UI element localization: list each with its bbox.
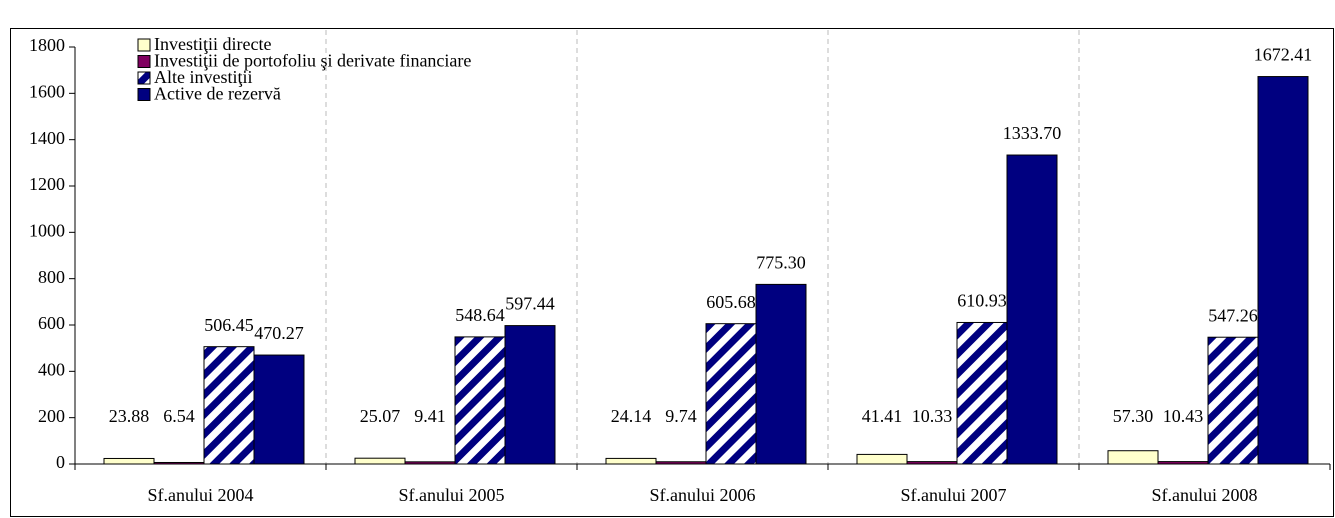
x-tick-label: Sf.anului 2004: [148, 485, 254, 505]
y-tick-label: 400: [38, 359, 65, 379]
bar: [1157, 461, 1209, 465]
bar: [755, 283, 807, 465]
legend-swatch: [137, 55, 151, 68]
x-tick-label: Sf.anului 2005: [399, 485, 505, 505]
y-tick-label: 0: [56, 452, 65, 472]
data-label: 57.30: [1113, 406, 1154, 426]
data-label: 775.30: [756, 253, 806, 273]
legend-swatch: [137, 38, 151, 52]
bar: [605, 457, 657, 465]
data-label: 24.14: [611, 406, 652, 426]
y-tick-label: 1400: [29, 128, 65, 148]
bar: [253, 354, 305, 465]
x-tick-label: Sf.anului 2008: [1152, 485, 1258, 505]
x-tick-label: Sf.anului 2006: [650, 485, 756, 505]
data-label: 548.64: [455, 305, 505, 325]
y-tick-label: 1000: [29, 220, 65, 240]
data-label: 470.27: [254, 323, 304, 343]
data-label: 506.45: [204, 315, 254, 335]
legend-label: Investiţii de portofoliu şi derivate fin…: [154, 51, 471, 71]
data-label: 23.88: [109, 406, 150, 426]
data-label: 6.54: [163, 406, 195, 426]
legend-swatch: [137, 88, 151, 101]
legend-label: Active de rezervă: [154, 84, 281, 104]
y-tick-label: 1200: [29, 174, 65, 194]
bar: [956, 321, 1008, 465]
bar: [705, 323, 757, 465]
y-tick-label: 800: [38, 267, 65, 287]
legend-label: Investiţii directe: [154, 34, 271, 54]
bar: [454, 336, 506, 465]
data-label: 597.44: [505, 294, 555, 314]
data-label: 41.41: [862, 406, 903, 426]
data-label: 10.33: [912, 406, 953, 426]
bar: [1107, 450, 1159, 465]
bar: [103, 457, 155, 465]
bar: [153, 461, 205, 465]
legend-label: Alte investiţii: [154, 67, 253, 87]
y-tick-label: 600: [38, 313, 65, 333]
x-tick-label: Sf.anului 2007: [901, 485, 1007, 505]
bar: [354, 457, 406, 465]
data-label: 10.43: [1163, 406, 1204, 426]
data-label: 1672.41: [1254, 45, 1313, 65]
bar: [203, 346, 255, 465]
bar: [404, 461, 456, 465]
bar: [856, 453, 908, 465]
bar: [504, 325, 556, 465]
data-label: 605.68: [706, 292, 756, 312]
bar: [906, 461, 958, 465]
legend-swatch: [137, 71, 151, 85]
data-label: 1333.70: [1003, 123, 1062, 143]
data-label: 9.74: [665, 406, 697, 426]
y-tick-label: 200: [38, 406, 65, 426]
data-label: 610.93: [957, 291, 1007, 311]
bar: [1207, 336, 1259, 465]
data-label: 9.41: [414, 406, 446, 426]
y-tick-label: 1600: [29, 81, 65, 101]
bar: [1257, 76, 1309, 465]
bar: [655, 461, 707, 465]
data-label: 25.07: [360, 406, 401, 426]
bar: [1006, 154, 1058, 465]
y-tick-label: 1800: [29, 35, 65, 55]
data-label: 547.26: [1208, 305, 1258, 325]
